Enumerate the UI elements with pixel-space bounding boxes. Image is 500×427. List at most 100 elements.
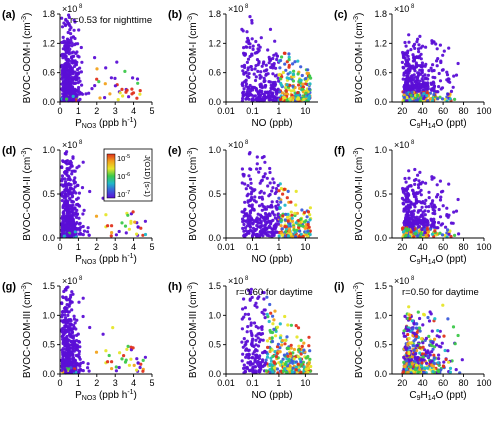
data-point — [270, 200, 274, 204]
data-point — [61, 347, 65, 351]
data-point — [442, 49, 446, 53]
data-point — [415, 40, 419, 44]
data-point — [82, 208, 86, 212]
data-point — [285, 83, 289, 87]
data-point — [62, 39, 66, 43]
data-point — [296, 355, 300, 359]
panel-label: (c) — [334, 9, 348, 21]
data-point — [272, 181, 276, 185]
data-point — [254, 343, 258, 347]
data-point — [416, 173, 420, 177]
y-tick-label: 0.0 — [42, 97, 55, 107]
data-point — [66, 64, 70, 69]
data-point — [287, 63, 291, 67]
x-axis-label: C9H14O (ppt) — [409, 118, 466, 130]
data-point — [457, 232, 461, 236]
data-point — [411, 327, 415, 331]
data-point — [94, 214, 99, 218]
data-point — [246, 57, 251, 61]
data-point — [259, 220, 263, 224]
data-point — [248, 83, 252, 88]
data-point — [407, 351, 411, 356]
data-point — [402, 329, 406, 333]
data-point — [251, 367, 255, 371]
data-point — [273, 361, 277, 365]
data-point — [94, 350, 99, 354]
data-point — [70, 327, 74, 331]
data-point — [135, 96, 139, 100]
data-point — [72, 213, 76, 217]
data-point — [445, 214, 449, 218]
data-point — [438, 179, 442, 183]
data-point — [431, 370, 435, 374]
data-point — [269, 219, 273, 223]
data-point — [74, 191, 78, 195]
data-point — [418, 329, 422, 333]
data-point — [425, 227, 429, 231]
data-point — [81, 296, 85, 300]
data-point — [407, 169, 411, 173]
y-tick-label: 1.8 — [208, 9, 221, 19]
data-point — [429, 217, 433, 221]
data-point — [124, 231, 128, 235]
data-point — [292, 88, 296, 92]
data-point — [428, 360, 432, 364]
data-point — [60, 25, 65, 29]
data-point — [271, 177, 275, 181]
data-point — [104, 213, 108, 217]
data-point — [306, 367, 310, 371]
data-point — [270, 348, 274, 352]
annotation-text: r=0.50 for daytime — [402, 287, 479, 298]
data-point — [411, 189, 415, 193]
data-point — [273, 309, 277, 313]
data-point — [276, 203, 280, 207]
data-point — [249, 65, 253, 69]
panel-h: 0.0 0.5 1.0 1.5 ×10 8 0.01 0.1 1 10 NO (ppb) BVOC-O… — [168, 276, 318, 401]
data-point — [65, 309, 69, 313]
data-point — [409, 184, 413, 188]
data-point — [245, 212, 249, 216]
data-point — [136, 361, 140, 365]
data-point — [256, 344, 261, 348]
data-point — [406, 54, 410, 59]
data-point — [306, 223, 310, 227]
y-scale-exp: 8 — [411, 4, 415, 10]
data-point — [131, 210, 135, 214]
data-point — [307, 94, 312, 98]
data-point — [300, 73, 304, 78]
data-point — [68, 327, 72, 331]
data-point — [248, 42, 252, 46]
data-point — [273, 80, 277, 84]
data-point — [247, 288, 251, 292]
data-point — [77, 76, 81, 80]
data-point — [402, 90, 406, 94]
data-point — [415, 343, 419, 347]
data-point — [431, 222, 435, 226]
scatter-points-d — [59, 150, 148, 239]
data-point — [296, 326, 301, 330]
data-point — [447, 182, 451, 186]
data-point — [420, 227, 424, 231]
data-point — [248, 211, 252, 215]
data-point — [256, 50, 260, 54]
data-point — [453, 97, 457, 101]
data-point — [240, 327, 244, 331]
data-point — [284, 230, 288, 234]
data-point — [414, 99, 418, 103]
data-point — [78, 79, 82, 83]
data-point — [244, 340, 248, 344]
data-point — [407, 57, 411, 62]
data-point — [257, 295, 261, 299]
data-point — [256, 332, 260, 336]
data-point — [106, 224, 110, 228]
data-point — [277, 215, 281, 219]
data-point — [266, 184, 270, 188]
data-point — [63, 313, 67, 317]
data-point — [262, 174, 266, 179]
data-point — [250, 295, 254, 299]
data-point — [425, 91, 429, 95]
data-point — [410, 214, 414, 218]
data-point — [278, 90, 282, 94]
data-point — [275, 57, 279, 62]
data-point — [288, 97, 292, 101]
